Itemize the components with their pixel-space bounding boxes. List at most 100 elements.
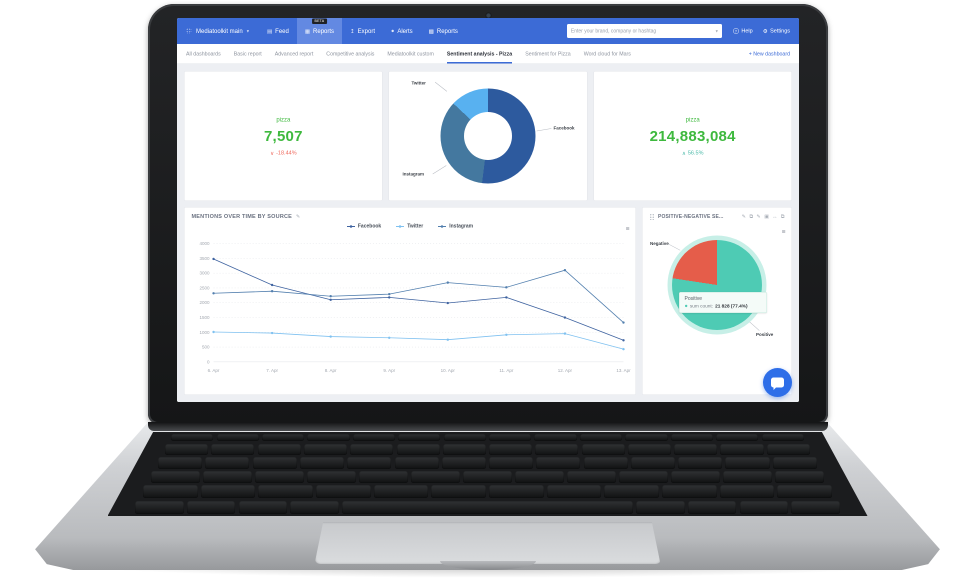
sentiment-card: POSITIVE-NEGATIVE SE... ✎ ⧉ ✎ ▣ ↔ ⧉ <box>642 207 792 395</box>
keyboard-key <box>316 485 371 499</box>
nav-item-reports-2[interactable]: ▩ Reports <box>421 18 466 44</box>
pencil-icon[interactable]: ✎ <box>296 213 301 220</box>
brand-menu[interactable]: Mediatoolkit main ▾ <box>186 18 259 44</box>
keyboard-key <box>290 500 339 514</box>
stat-delta: ∨ -18.44% <box>270 150 297 156</box>
top-navbar: Mediatoolkit main ▾ ▤ Feed BETA ▦ Report… <box>177 18 799 44</box>
keyboard-key <box>534 434 577 442</box>
nav-item-feed[interactable]: ▤ Feed <box>259 18 297 44</box>
search-input[interactable] <box>570 28 713 34</box>
keyboard-key <box>255 471 304 484</box>
tab-basic-report[interactable]: Basic report <box>233 50 262 57</box>
search-dropdown-icon[interactable]: ▾ <box>715 28 718 34</box>
panel-title: POSITIVE-NEGATIVE SE... <box>658 214 724 220</box>
reach-count-card: pizza 214,883,084 ∧ 56.5% <box>593 71 792 201</box>
keyboard-key <box>442 443 486 455</box>
svg-text:3000: 3000 <box>200 271 211 276</box>
copy-icon[interactable]: ⧉ <box>749 214 754 220</box>
help-link[interactable]: ? Help <box>732 28 753 34</box>
legend-item-instagram[interactable]: Instagram <box>438 224 473 229</box>
help-icon: ? <box>732 28 739 34</box>
feed-icon: ▤ <box>266 28 273 35</box>
delete-icon[interactable]: ▣ <box>764 214 769 220</box>
stat-value: 214,883,084 <box>649 127 736 145</box>
chat-widget-button[interactable] <box>763 368 792 397</box>
keyboard-key <box>396 443 440 455</box>
keyboard-key <box>515 471 564 484</box>
svg-text:6. Apr: 6. Apr <box>208 368 220 373</box>
keyboard-key <box>303 443 348 455</box>
source-donut-chart[interactable] <box>440 88 536 184</box>
keyboard-key <box>581 443 625 455</box>
keyboard-key <box>200 485 256 499</box>
laptop-base <box>0 422 975 570</box>
keyboard-key <box>535 443 579 455</box>
keyboard-key <box>567 471 616 484</box>
settings-link[interactable]: ⚙ Settings <box>763 28 790 34</box>
keyboard-key <box>777 485 832 499</box>
keyboard-key <box>441 456 486 469</box>
keyboard-key <box>725 456 770 469</box>
keyboard-key <box>158 456 203 469</box>
legend-item-facebook[interactable]: Facebook <box>346 224 381 229</box>
keyboard-key <box>352 434 396 442</box>
laptop-hinge <box>148 422 828 431</box>
laptop-trackpad <box>314 522 661 564</box>
keyboard-key <box>359 471 408 484</box>
stat-delta: ∧ 56.5% <box>682 150 704 156</box>
tab-word-cloud-for-mars[interactable]: Word cloud for Mars <box>583 50 631 57</box>
tab-all-dashboards[interactable]: All dashboards <box>186 50 221 57</box>
nav-item-export[interactable]: ↥ Export <box>342 18 383 44</box>
tab-sentiment-for-pizza[interactable]: Sentiment for Pizza <box>525 50 571 57</box>
mentions-count-card: pizza 7,507 ∨ -18.44% <box>184 71 383 201</box>
svg-text:10. Apr: 10. Apr <box>441 368 456 373</box>
mentions-line-chart: 0 500 1000 1500 2000 2500 3000 3500 4000 6. Apr 7.… <box>200 241 631 373</box>
stat-keyword-label: pizza <box>276 115 291 123</box>
pie-tooltip: Positive ● sum count: 21 828 (77.4%) <box>679 292 767 313</box>
dashboard-tabbar: All dashboards Basic report Advanced rep… <box>177 44 799 64</box>
nav-item-label: Reports <box>313 27 335 35</box>
keyboard-key <box>431 485 486 499</box>
nav-item-reports[interactable]: BETA ▦ Reports <box>296 18 343 44</box>
resize-icon[interactable]: ↔ <box>772 214 778 220</box>
legend-item-twitter[interactable]: Twitter <box>396 224 423 229</box>
keyboard-key <box>165 443 209 455</box>
pencil-icon[interactable]: ✎ <box>741 214 746 220</box>
stat-delta-value: -18.44% <box>276 150 297 156</box>
sentiment-pie-chart[interactable] <box>672 240 762 330</box>
new-dashboard-button[interactable]: + New dashboard <box>748 50 790 57</box>
keyboard-key <box>135 500 184 514</box>
tab-advanced-report[interactable]: Advanced report <box>274 50 314 57</box>
stat-value: 7,507 <box>263 127 303 145</box>
tab-competitive-analysis[interactable]: Competitive analysis <box>326 50 375 57</box>
window-icon[interactable]: ⧉ <box>780 214 785 220</box>
keyboard-key <box>546 485 602 499</box>
svg-text:7. Apr: 7. Apr <box>266 368 278 373</box>
svg-text:9. Apr: 9. Apr <box>383 368 395 373</box>
chart-menu-icon[interactable]: ≡ <box>781 227 786 236</box>
keyboard-key <box>719 485 775 499</box>
svg-text:11. Apr: 11. Apr <box>499 368 513 373</box>
chat-icon <box>771 377 784 390</box>
keyboard-key <box>203 471 252 484</box>
keyboard-key <box>252 456 297 469</box>
drag-handle-icon[interactable] <box>649 213 654 220</box>
svg-text:1500: 1500 <box>200 315 211 320</box>
keyboard-key <box>411 471 460 484</box>
help-label: Help <box>741 28 753 34</box>
keyboard-key <box>211 443 255 455</box>
keyboard-key <box>536 456 581 469</box>
chart-menu-icon[interactable]: ≡ <box>625 224 630 233</box>
keyboard-key <box>766 443 810 455</box>
nav-item-label: Alerts <box>397 27 413 35</box>
tab-sentiment-analysis-pizza[interactable]: Sentiment analysis - Pizza <box>446 44 513 64</box>
keyboard-key <box>143 485 198 499</box>
donut-label-facebook: Facebook <box>553 125 575 131</box>
nav-item-alerts[interactable]: ● Alerts <box>383 18 421 44</box>
leader-line <box>432 165 447 175</box>
keyboard-key <box>151 471 200 484</box>
tab-mediatoolkit-custom[interactable]: Mediatoolkit custom <box>387 50 434 57</box>
keyboard-key <box>630 456 675 469</box>
keyboard-key <box>775 471 824 484</box>
edit-icon[interactable]: ✎ <box>756 214 761 220</box>
